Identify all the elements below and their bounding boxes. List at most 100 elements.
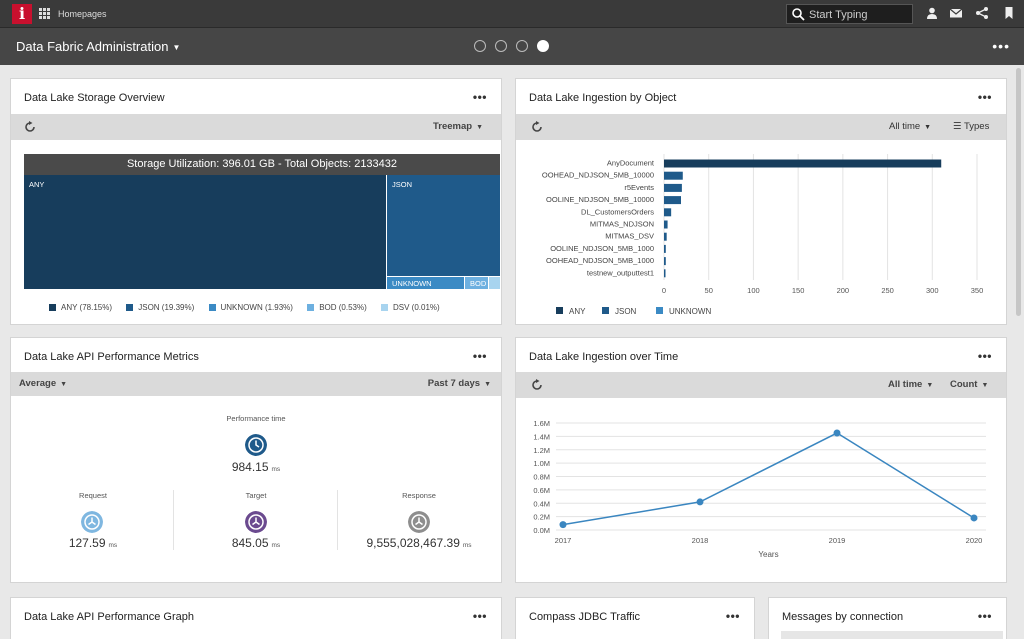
refresh-icon[interactable] [531,121,543,133]
legend-swatch [602,307,609,314]
share-icon[interactable] [975,6,989,20]
caret-down-icon: ▼ [172,43,181,53]
user-icon[interactable] [925,6,939,20]
metric-unit: ms [108,542,118,549]
refresh-icon[interactable] [24,121,36,133]
more-options-icon[interactable]: ••• [992,38,1010,54]
view-type-dropdown[interactable]: Treemap ▼ [433,121,483,132]
x-tick-label: 300 [926,286,939,295]
bar [664,244,666,253]
homepages-link[interactable]: Homepages [58,9,107,19]
metric-unit: ms [462,542,472,549]
card-toolbar: Treemap ▼ [11,114,501,140]
legend-item[interactable]: BOD (0.53%) [307,303,367,312]
metric-unit: ms [271,466,281,473]
more-options-icon[interactable]: ••• [977,90,992,104]
y-tick-label: 1.0M [533,459,550,468]
legend-item[interactable]: DSV (0.01%) [381,303,440,312]
response-clock-icon [408,511,430,533]
more-options-icon[interactable]: ••• [725,609,740,623]
treemap-tile-unknown[interactable]: UNKNOWN [387,277,464,289]
top-bar: i Homepages Start Typing [0,0,1024,28]
legend-label: BOD (0.53%) [319,303,367,312]
app-title-dropdown[interactable]: Data Fabric Administration ▼ [16,39,180,54]
data-point [833,429,841,437]
jdbc-traffic-card: Compass JDBC Traffic ••• [515,597,755,639]
card-title: Data Lake API Performance Graph [24,611,194,623]
treemap-tile-any[interactable]: ANY [24,175,386,289]
page-dot-1[interactable] [474,40,486,52]
more-options-icon[interactable]: ••• [977,609,992,623]
bar [664,208,672,217]
aggregate-dropdown[interactable]: Average ▼ [19,378,67,389]
y-tick-label: 1.6M [533,419,550,428]
category-label: OOLINE_NDJSON_5MB_1000 [550,244,654,253]
card-title: Data Lake Ingestion over Time [529,351,679,363]
caret-down-icon: ▼ [476,124,483,131]
x-tick-label: 2018 [692,536,709,545]
time-filter-label: All time [888,379,923,390]
legend-item[interactable]: ANY (78.15%) [49,303,112,312]
bar [664,171,683,180]
ingestion-line-chart: 0.0M 0.2M 0.4M 0.6M 0.8M 1.0M 1.2M 1.4M 1.6M 2017… [533,419,986,559]
api-performance-graph-card: Data Lake API Performance Graph ••• [10,597,502,639]
legend-item[interactable]: JSON (19.39%) [126,303,194,312]
page-dot-3[interactable] [516,40,528,52]
types-filter-button[interactable]: ☰ Types [953,121,989,132]
bookmark-icon[interactable] [1002,6,1016,20]
response-value: 9,555,028,467.39 ms [349,536,489,550]
period-label: Past 7 days [427,378,481,389]
x-tick-label: 2020 [966,536,983,545]
card-title: Compass JDBC Traffic [529,611,641,623]
target-clock-icon [245,511,267,533]
more-options-icon[interactable]: ••• [472,349,487,363]
page-dot-2[interactable] [495,40,507,52]
series-line [562,432,975,526]
more-options-icon[interactable]: ••• [977,349,992,363]
mail-icon[interactable] [949,6,963,20]
treemap-tile-json[interactable]: JSON [387,175,500,276]
category-label: OOHEAD_NDJSON_5MB_10000 [542,171,654,180]
card-toolbar: All time ▼ Count ▼ [516,372,1006,398]
page-scrollbar[interactable] [1016,68,1021,316]
data-point [970,514,978,522]
app-logo[interactable]: i [12,4,32,24]
metric-number: 9,555,028,467.39 [366,536,460,550]
legend-item[interactable]: UNKNOWN (1.93%) [208,303,293,312]
x-tick-label: 2019 [829,536,846,545]
y-tick-label: 0.2M [533,513,550,522]
time-filter-dropdown[interactable]: All time ▼ [888,379,933,390]
search-input[interactable]: Start Typing [786,4,913,24]
request-label: Request [79,491,107,500]
card-title: Data Lake Storage Overview [24,92,165,104]
legend-label: ANY (78.15%) [61,303,112,312]
period-dropdown[interactable]: Past 7 days ▼ [428,378,491,389]
treemap-tile-bod[interactable]: BOD [465,277,488,289]
card-title: Data Lake Ingestion by Object [529,92,677,104]
caret-down-icon: ▼ [926,382,934,389]
category-label: MITMAS_NDJSON [590,220,654,229]
response-label: Response [402,491,436,500]
x-tick-label: 0 [662,286,666,295]
page-dot-4[interactable] [537,40,549,52]
caret-down-icon: ▼ [981,382,989,389]
treemap-tile-dsv[interactable] [489,277,500,289]
legend-swatch [556,307,563,314]
metric-unit: ms [271,542,281,549]
bar [664,183,682,192]
measure-dropdown[interactable]: Count ▼ [950,379,988,390]
divider [173,490,174,550]
search-placeholder: Start Typing [809,9,868,21]
time-filter-dropdown[interactable]: All time ▼ [889,121,931,132]
bar [664,196,681,205]
bar [664,232,667,241]
messages-by-connection-card: Messages by connection ••• [768,597,1007,639]
legend-label: JSON (19.39%) [138,303,195,312]
aggregate-label: Average [19,378,57,389]
card-title: Messages by connection [782,611,904,623]
more-options-icon[interactable]: ••• [472,609,487,623]
more-options-icon[interactable]: ••• [472,90,487,104]
app-grid-icon[interactable] [39,8,50,19]
refresh-icon[interactable] [531,379,543,391]
data-point [559,521,567,529]
